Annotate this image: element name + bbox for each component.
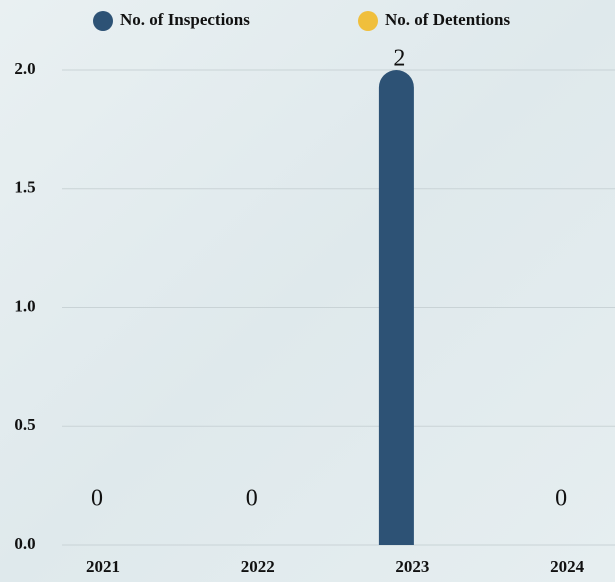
x-tick-label: 2024 — [550, 557, 585, 576]
x-tick-label: 2021 — [86, 557, 120, 576]
y-tick-label: 1.0 — [14, 296, 35, 315]
y-tick-label: 0.5 — [14, 415, 35, 434]
y-tick-label: 1.5 — [14, 178, 35, 197]
legend-marker — [93, 11, 113, 31]
data-label: 0 — [555, 486, 567, 512]
data-label: 0 — [91, 486, 103, 512]
data-label: 0 — [246, 486, 258, 512]
x-tick-label: 2022 — [241, 557, 275, 576]
legend-marker — [358, 11, 378, 31]
x-tick-label: 2023 — [395, 557, 429, 576]
legend-label: No. of Inspections — [120, 10, 250, 29]
legend-label: No. of Detentions — [385, 10, 511, 29]
y-tick-label: 0.0 — [14, 534, 35, 553]
bar — [378, 70, 414, 545]
y-tick-label: 2.0 — [14, 59, 35, 78]
data-label: 2 — [393, 46, 405, 72]
